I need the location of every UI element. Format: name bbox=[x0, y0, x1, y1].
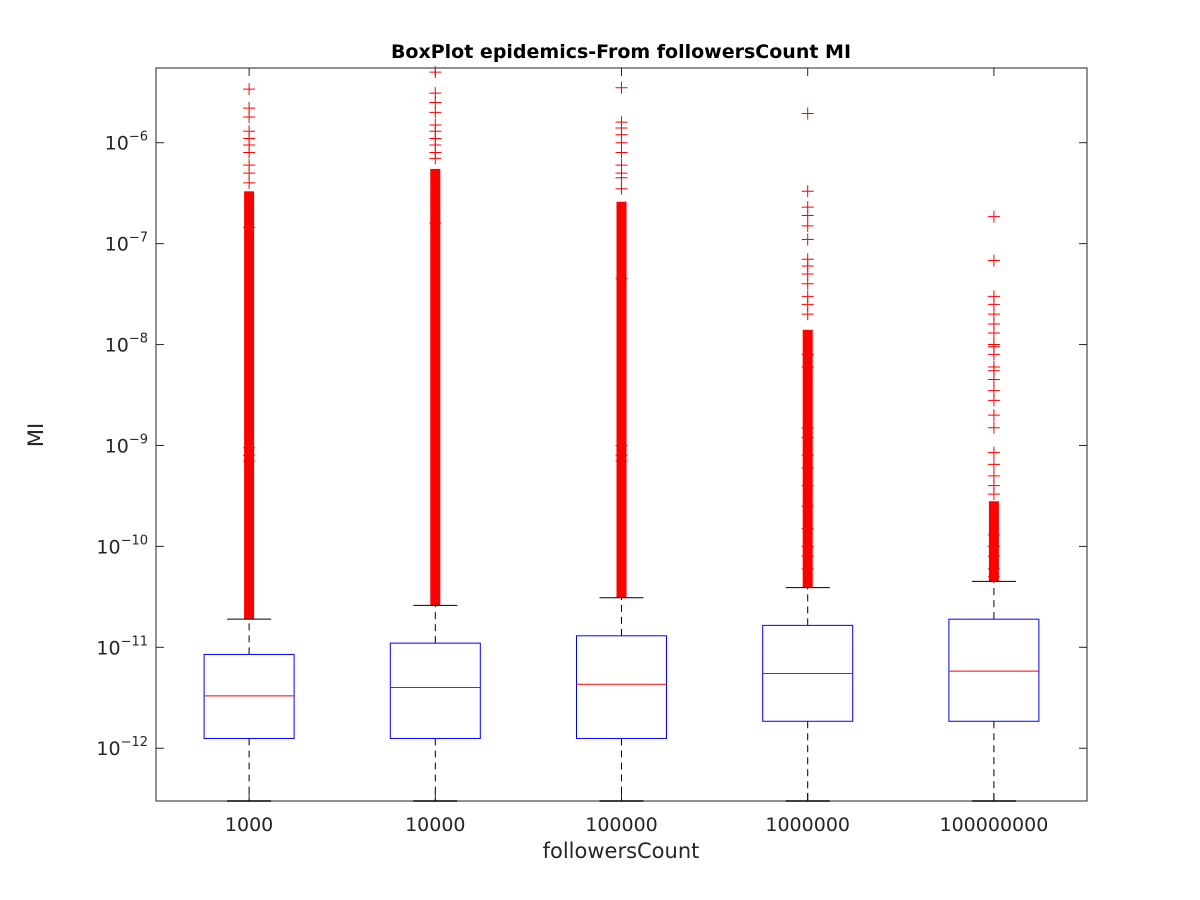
outlier-point bbox=[801, 348, 814, 361]
outlier-point bbox=[801, 209, 814, 222]
outlier-point bbox=[801, 449, 814, 462]
outlier-point bbox=[801, 185, 814, 198]
box bbox=[576, 635, 667, 739]
y-tick-label: 10−10 bbox=[96, 533, 148, 558]
outlier-point bbox=[615, 81, 628, 94]
outlier-point bbox=[987, 488, 1000, 501]
y-axis-label: MI bbox=[24, 423, 48, 447]
outlier-point bbox=[429, 66, 442, 79]
outlier-point bbox=[615, 171, 628, 184]
outlier-point bbox=[987, 373, 1000, 386]
chart-marks: 10−12 10−11 10−10 10−9 10−8 10−7 10−6 1000 10000… bbox=[96, 66, 1087, 836]
outlier-point bbox=[801, 233, 814, 246]
x-axis-label: followersCount bbox=[543, 839, 700, 863]
outlier-point bbox=[429, 217, 442, 230]
outlier-point bbox=[243, 221, 256, 234]
outlier-point bbox=[987, 210, 1000, 223]
x-tick-label: 1000000 bbox=[765, 814, 850, 836]
y-tick-label: 10−9 bbox=[105, 432, 148, 457]
outlier-point bbox=[801, 431, 814, 444]
outlier-point bbox=[615, 146, 628, 159]
outlier-point bbox=[987, 446, 1000, 459]
y-tick-label: 10−6 bbox=[105, 130, 148, 155]
x-tick-label: 10000 bbox=[405, 814, 465, 836]
outlier-point bbox=[801, 107, 814, 120]
box bbox=[389, 642, 481, 739]
outlier-point bbox=[243, 146, 256, 159]
outlier-point bbox=[801, 277, 814, 290]
outlier-point bbox=[615, 272, 628, 285]
box bbox=[948, 618, 1040, 722]
outlier-band bbox=[616, 201, 627, 598]
outlier-point bbox=[801, 360, 814, 373]
outlier-point bbox=[801, 500, 814, 513]
outlier-point bbox=[987, 348, 1000, 361]
outlier-point bbox=[801, 308, 814, 321]
outlier-band bbox=[244, 191, 255, 620]
outlier-point bbox=[987, 254, 1000, 267]
box bbox=[203, 653, 295, 739]
outlier-point bbox=[243, 83, 256, 96]
outlier-point bbox=[987, 394, 1000, 407]
y-tick-label: 10−11 bbox=[96, 634, 148, 659]
outlier-point bbox=[615, 455, 628, 468]
y-tick-label: 10−7 bbox=[105, 231, 148, 256]
outlier-point bbox=[429, 152, 442, 165]
outlier-point bbox=[243, 455, 256, 468]
x-tick-label: 1000 bbox=[225, 814, 273, 836]
outlier-point bbox=[987, 570, 1000, 583]
outlier-point bbox=[987, 458, 1000, 471]
y-tick-label: 10−8 bbox=[105, 332, 148, 357]
x-tick-label: 100000000 bbox=[940, 814, 1049, 836]
outlier-point bbox=[801, 550, 814, 563]
outlier-point bbox=[987, 327, 1000, 340]
outlier-point bbox=[615, 182, 628, 195]
outlier-point bbox=[243, 176, 256, 189]
outlier-band bbox=[430, 168, 441, 606]
outlier-point bbox=[801, 479, 814, 492]
y-tick-label: 10−12 bbox=[96, 735, 148, 760]
outlier-point bbox=[987, 550, 1000, 563]
outlier-point bbox=[243, 110, 256, 123]
chart-title: BoxPlot epidemics-From followersCount MI bbox=[391, 41, 851, 63]
outlier-point bbox=[987, 528, 1000, 541]
outlier-point bbox=[987, 409, 1000, 422]
x-tick-label: 100000 bbox=[585, 814, 658, 836]
outlier-point bbox=[801, 219, 814, 232]
outlier-point bbox=[801, 522, 814, 535]
outlier-point bbox=[987, 421, 1000, 434]
outlier-point bbox=[801, 461, 814, 474]
outlier-point bbox=[429, 106, 442, 119]
outlier-point bbox=[801, 562, 814, 575]
